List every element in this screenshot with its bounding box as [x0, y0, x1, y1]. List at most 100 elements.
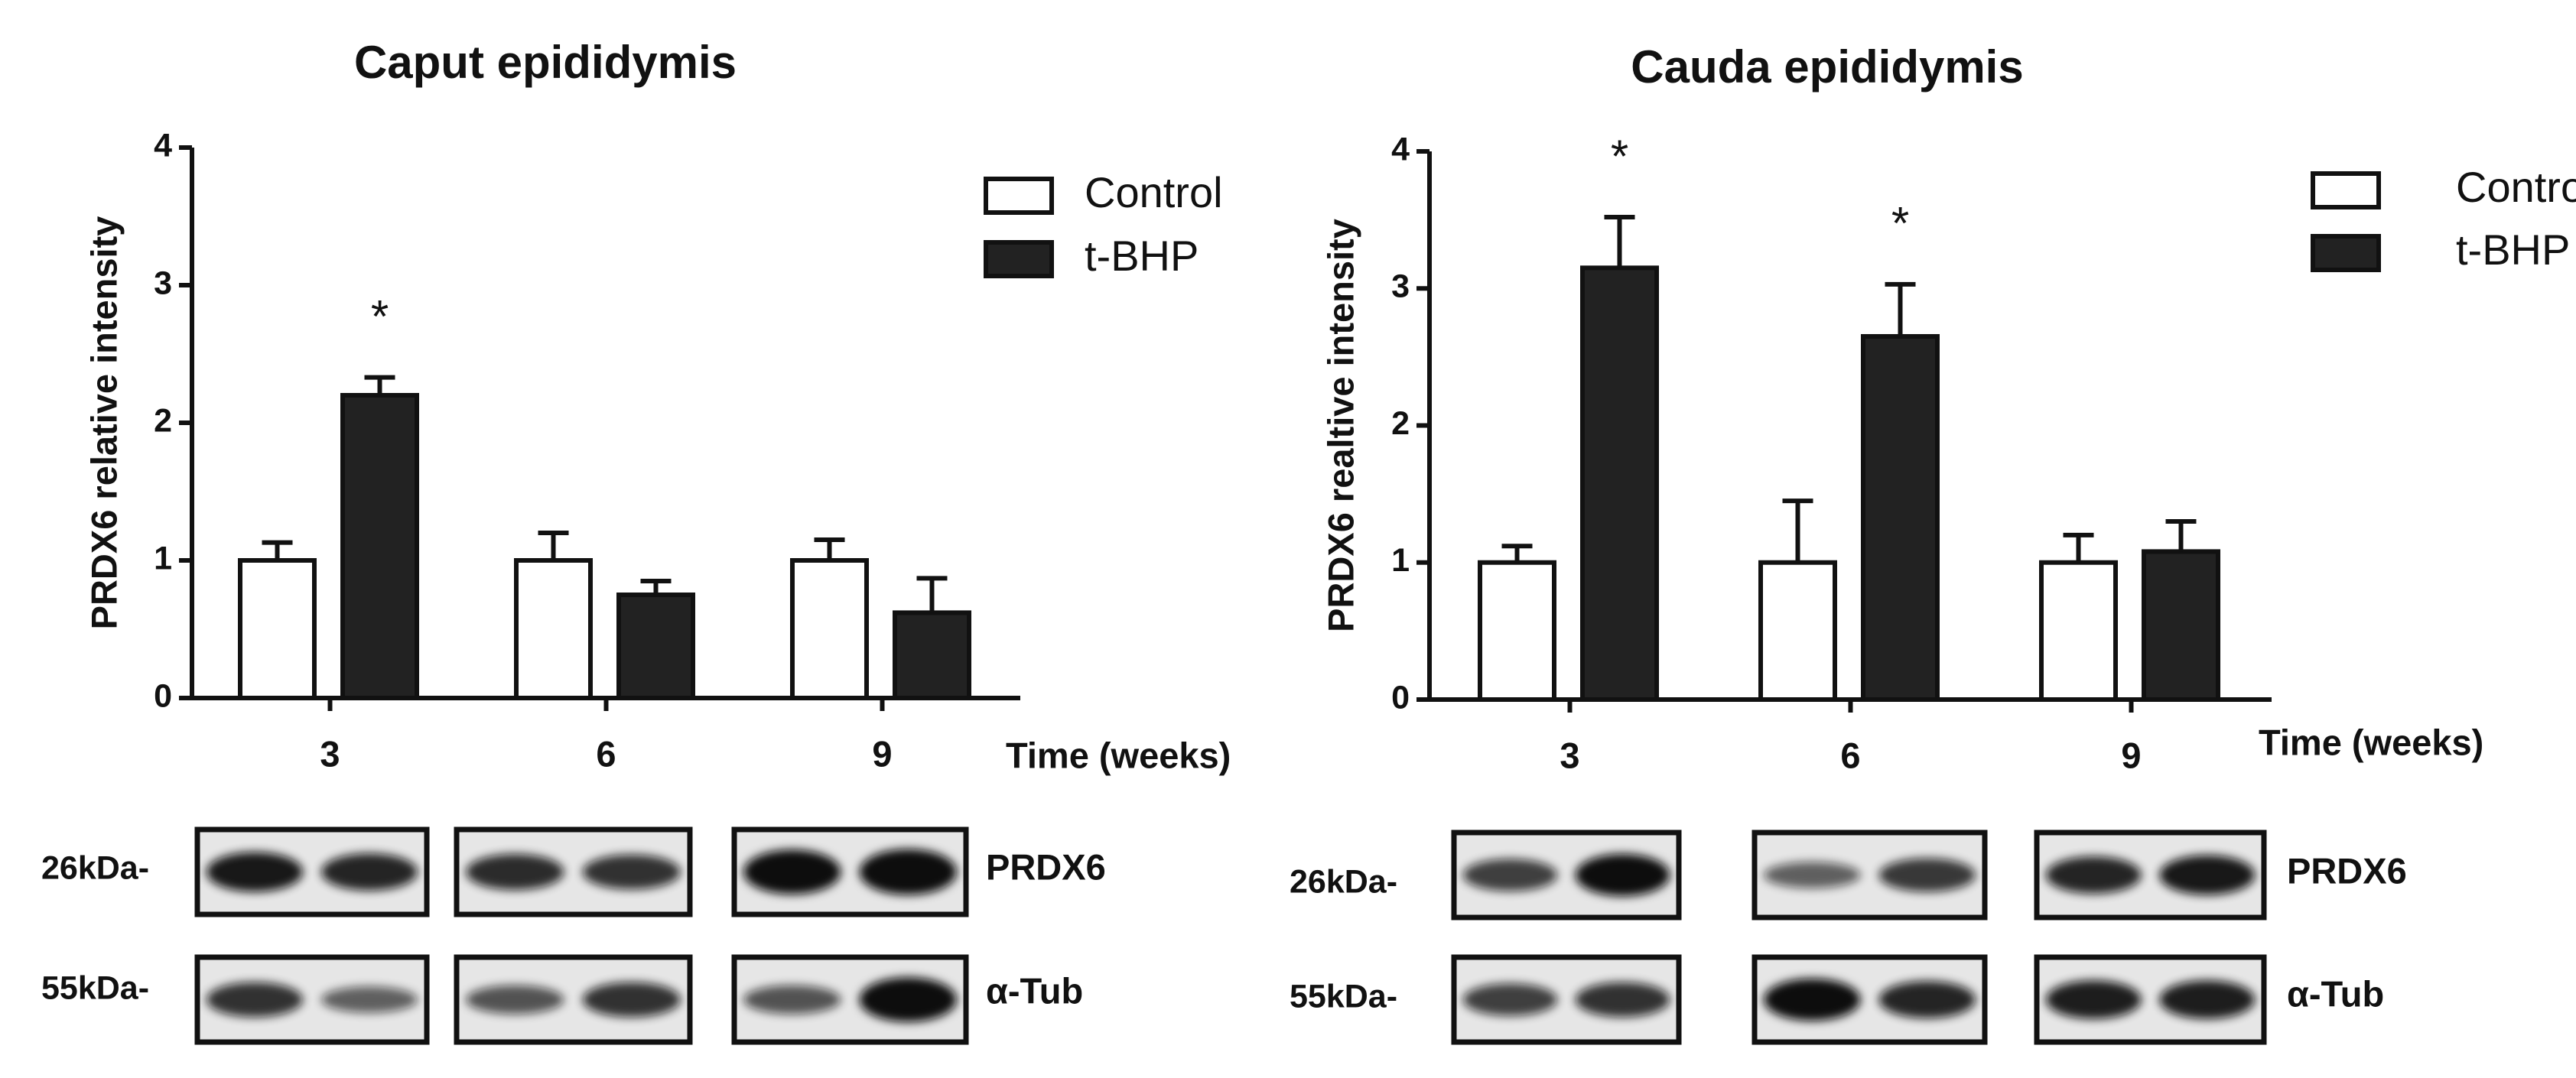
blot-band	[2045, 980, 2142, 1019]
significance-mark: *	[1891, 198, 1909, 249]
blot-panel	[1451, 830, 1682, 921]
blot-protein: PRDX6	[986, 846, 1106, 887]
blot-band	[1575, 982, 1670, 1018]
x-tick-label: 3	[1560, 735, 1579, 775]
y-axis-label: PRDX6 relative intensity	[83, 216, 124, 630]
significance-mark: *	[371, 291, 389, 342]
legend-swatch	[984, 240, 1054, 278]
blot-band	[2045, 856, 2142, 894]
error-bar	[640, 579, 672, 595]
error-bar	[916, 576, 948, 613]
legend-label: t-BHP	[1085, 232, 1199, 280]
bar	[2142, 549, 2220, 702]
legend-swatch	[2311, 171, 2381, 209]
blot-band	[1462, 983, 1558, 1016]
blot-band	[1878, 981, 1976, 1018]
y-tick-label: 4	[154, 127, 172, 164]
bar	[790, 558, 869, 700]
error-bar	[1885, 281, 1916, 336]
blot-frame	[2034, 954, 2267, 1045]
error-bar	[1782, 498, 1813, 563]
x-tick-label: 9	[2121, 735, 2141, 775]
blot-panel	[194, 826, 430, 917]
blot-band	[466, 985, 564, 1015]
y-tick-label: 1	[1391, 542, 1410, 579]
blot-frame	[1751, 830, 1988, 921]
blot-frame	[194, 826, 430, 917]
blot-panel	[454, 826, 693, 917]
blot-marker: 26kDa-	[1290, 863, 1397, 900]
bar	[893, 610, 971, 701]
blot-band	[743, 849, 841, 895]
blot-panel	[194, 954, 430, 1045]
blot-band	[582, 982, 681, 1018]
bar	[1580, 265, 1659, 702]
blot-panel	[2034, 830, 2267, 921]
error-bar	[262, 540, 293, 560]
x-tick-label: 6	[596, 733, 616, 774]
blot-panel	[2034, 954, 2267, 1045]
error-bar	[1604, 215, 1635, 268]
blot-protein: PRDX6	[2287, 850, 2407, 891]
blot-band	[1764, 978, 1861, 1021]
blot-frame	[1451, 954, 1682, 1045]
blot-band	[2159, 855, 2256, 895]
blot-frame	[731, 954, 969, 1045]
blot-band	[1878, 858, 1976, 892]
x-tick-label: 6	[1840, 735, 1860, 775]
x-axis-label: Time (weeks)	[1006, 735, 1231, 775]
y-tick-label: 0	[1391, 679, 1410, 716]
blot-panel	[731, 954, 969, 1045]
y-tick-label: 4	[1391, 131, 1410, 167]
blot-band	[1764, 862, 1861, 888]
blot-band	[466, 853, 564, 891]
legend-label: t-BHP	[2456, 226, 2570, 274]
blot-panel	[1451, 954, 1682, 1045]
blot-band	[321, 986, 418, 1013]
blot-panel	[731, 826, 969, 917]
significance-mark: *	[1611, 131, 1628, 182]
blot-frame	[1451, 830, 1682, 921]
x-tick-label: 9	[872, 733, 892, 774]
blot-band	[2159, 980, 2256, 1019]
error-bar	[1501, 544, 1533, 563]
blot-frame	[2034, 830, 2267, 921]
bar	[340, 393, 419, 700]
chart-title: Cauda epididymis	[1631, 41, 2023, 93]
blot-panel	[1751, 830, 1988, 921]
x-axis-label: Time (weeks)	[2259, 722, 2483, 762]
y-tick-label: 1	[154, 540, 172, 576]
blot-marker: 26kDa-	[41, 849, 149, 886]
y-tick-label: 2	[1391, 405, 1410, 442]
chart-title: Caput epididymis	[354, 37, 737, 88]
y-tick-label: 2	[154, 402, 172, 439]
error-bar	[538, 531, 569, 560]
blot-protein: α-Tub	[986, 970, 1083, 1011]
blot-band	[1575, 853, 1670, 897]
blot-panel	[454, 954, 693, 1045]
blot-marker: 55kDa-	[41, 969, 149, 1006]
blot-frame	[454, 954, 693, 1045]
bar	[1861, 333, 1940, 702]
blot-band	[859, 849, 957, 895]
error-bar	[814, 537, 845, 560]
legend-label: Control	[2456, 163, 2576, 211]
bar	[2039, 560, 2118, 702]
y-axis-label: PRDX6 realtive intensity	[1320, 219, 1361, 632]
blot-protein: α-Tub	[2287, 973, 2384, 1014]
bar	[238, 558, 317, 700]
y-tick-label: 0	[154, 677, 172, 714]
error-bar	[2165, 518, 2197, 552]
legend-swatch	[2311, 234, 2381, 272]
bar	[1758, 560, 1837, 702]
x-tick-label: 3	[320, 733, 340, 774]
blot-frame	[454, 826, 693, 917]
blot-band	[859, 977, 957, 1022]
blot-marker: 55kDa-	[1290, 978, 1397, 1015]
blot-frame	[1751, 954, 1988, 1045]
error-bar	[2063, 532, 2094, 563]
blot-band	[207, 852, 303, 892]
blot-band	[1462, 859, 1558, 891]
